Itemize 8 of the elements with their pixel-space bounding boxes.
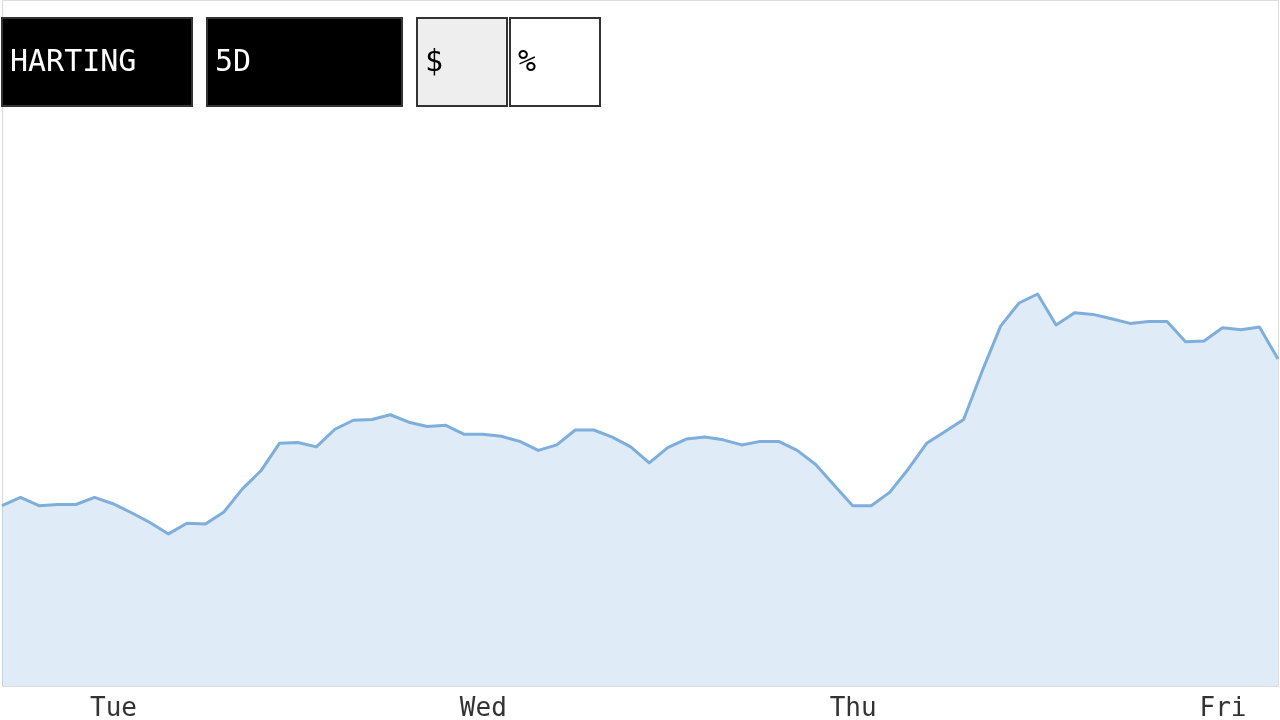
- x-tick-label: Tue: [89, 691, 137, 720]
- text: $: [425, 43, 444, 78]
- text: %: [518, 43, 537, 78]
- x-tick-label: Wed: [459, 691, 507, 720]
- text: HARTING: [10, 43, 137, 78]
- x-tick-label: Thu: [829, 691, 877, 720]
- text: 5D: [215, 43, 252, 78]
- x-tick-label: Fri: [1199, 691, 1247, 720]
